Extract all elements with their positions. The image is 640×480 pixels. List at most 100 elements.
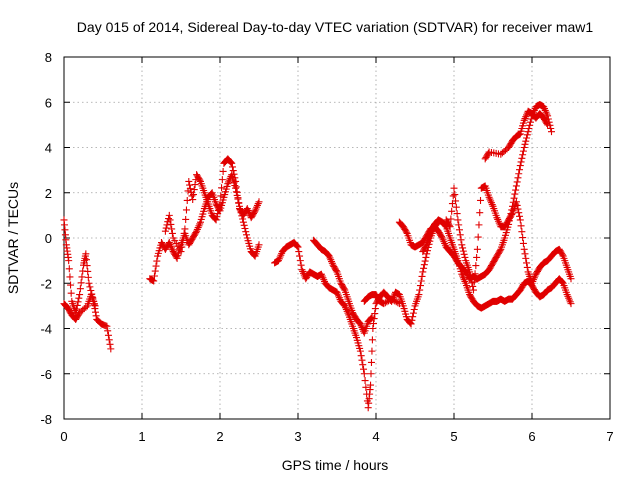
data-point xyxy=(167,220,175,228)
data-point xyxy=(456,231,464,239)
data-point xyxy=(519,239,527,247)
data-point xyxy=(65,257,73,265)
data-point xyxy=(82,256,90,264)
data-point xyxy=(182,206,190,214)
data-point xyxy=(360,370,368,378)
data-point xyxy=(522,254,530,262)
data-point xyxy=(515,170,523,178)
data-point xyxy=(185,177,193,185)
x-tick-label: 5 xyxy=(450,429,457,444)
data-point xyxy=(332,267,340,275)
data-point xyxy=(189,196,197,204)
data-point xyxy=(523,131,531,139)
data-point xyxy=(455,226,463,234)
y-tick-label: -2 xyxy=(40,276,52,291)
data-point xyxy=(567,275,575,283)
data-point xyxy=(358,356,366,364)
data-point xyxy=(394,299,402,307)
data-point xyxy=(544,121,552,129)
data-point xyxy=(417,277,425,285)
data-point xyxy=(511,190,519,198)
data-point xyxy=(82,303,90,311)
data-point xyxy=(77,279,85,287)
data-point xyxy=(153,257,161,265)
data-point xyxy=(477,196,485,204)
data-point xyxy=(166,216,174,224)
data-point xyxy=(512,198,520,206)
data-point xyxy=(445,221,453,229)
y-tick-label: -4 xyxy=(40,322,52,337)
data-point xyxy=(409,313,417,321)
data-point xyxy=(74,298,82,306)
data-point xyxy=(227,158,235,166)
data-point xyxy=(522,137,530,145)
data-point xyxy=(178,243,186,251)
data-point xyxy=(183,196,191,204)
series-track-b xyxy=(60,291,99,323)
data-points xyxy=(60,101,575,412)
data-point xyxy=(356,347,364,355)
x-axis-label: GPS time / hours xyxy=(282,457,389,473)
data-point xyxy=(165,215,173,223)
data-point xyxy=(543,120,551,128)
data-point xyxy=(516,162,524,170)
data-point xyxy=(241,224,249,232)
data-point xyxy=(234,194,242,202)
data-point xyxy=(466,268,474,276)
y-tick-label: 2 xyxy=(45,186,52,201)
data-point xyxy=(86,283,94,291)
data-point xyxy=(73,301,81,309)
data-point xyxy=(255,241,263,249)
data-point xyxy=(409,309,417,317)
data-point xyxy=(420,264,428,272)
data-point xyxy=(362,383,370,391)
data-point xyxy=(233,188,241,196)
data-point xyxy=(297,261,305,269)
y-tick-label: -8 xyxy=(40,412,52,427)
data-point xyxy=(152,262,160,270)
data-point xyxy=(188,192,196,200)
data-point xyxy=(517,158,525,166)
data-point xyxy=(508,210,516,218)
data-point xyxy=(296,257,304,265)
data-point xyxy=(470,278,478,286)
data-point xyxy=(459,244,467,252)
data-point xyxy=(548,128,555,136)
y-tick-label: 6 xyxy=(45,95,52,110)
data-point xyxy=(518,228,526,236)
data-point xyxy=(150,277,158,285)
data-point xyxy=(294,243,302,251)
data-point xyxy=(165,211,173,219)
data-point xyxy=(76,291,84,299)
data-point xyxy=(512,182,520,190)
data-point xyxy=(228,159,236,167)
data-point xyxy=(402,228,410,236)
data-point xyxy=(371,310,379,318)
data-point xyxy=(410,305,418,313)
data-point xyxy=(369,325,377,332)
data-point xyxy=(168,229,176,237)
x-axis: 0 1 2 3 4 5 6 7 xyxy=(60,57,614,444)
data-point xyxy=(453,210,461,218)
data-point xyxy=(239,218,247,226)
data-point xyxy=(474,233,482,241)
data-point xyxy=(189,191,197,199)
data-point xyxy=(526,121,534,129)
data-point xyxy=(214,210,222,218)
data-point xyxy=(191,181,199,189)
data-point xyxy=(519,151,527,159)
data-point xyxy=(295,248,303,256)
data-point xyxy=(368,336,376,344)
data-point xyxy=(231,174,239,182)
data-point xyxy=(523,134,531,142)
data-point xyxy=(515,209,523,217)
data-point xyxy=(67,289,75,297)
data-point xyxy=(182,215,190,223)
data-point xyxy=(516,166,524,174)
data-point xyxy=(84,267,92,275)
data-point xyxy=(469,282,477,290)
y-tick-label: 4 xyxy=(45,141,52,156)
data-point xyxy=(421,257,429,265)
data-point xyxy=(65,265,73,273)
